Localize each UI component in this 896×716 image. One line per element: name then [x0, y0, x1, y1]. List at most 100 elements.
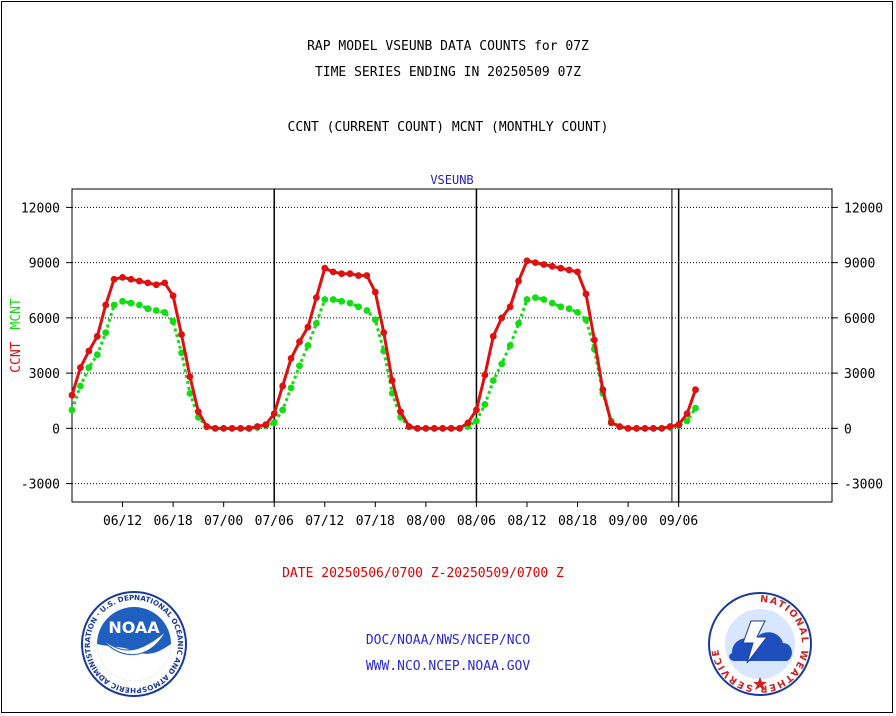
data-point-ccnt: [355, 272, 362, 279]
data-point-mcnt: [582, 316, 590, 324]
data-point-mcnt: [169, 318, 177, 325]
noaa-logo-text: NOAA: [108, 618, 160, 637]
y-tick-label-right: 12000: [844, 201, 883, 216]
data-point-ccnt: [321, 264, 329, 272]
data-point-ccnt: [338, 270, 346, 278]
data-point-ccnt: [237, 424, 244, 432]
data-point-ccnt: [346, 270, 354, 278]
data-point-ccnt: [388, 377, 396, 384]
x-tick-label: 07/00: [204, 514, 243, 529]
nws-logo[interactable]: NATIONAL WEATHER SERVICE: [707, 591, 813, 697]
data-point-ccnt: [245, 424, 253, 432]
data-point-ccnt: [203, 423, 211, 430]
y-axis-label: CCNT MCNT: [9, 298, 24, 373]
data-point-mcnt: [540, 296, 548, 303]
data-point-mcnt: [355, 303, 362, 311]
x-tick-label: 08/06: [457, 514, 496, 529]
data-point-mcnt: [93, 351, 101, 359]
data-point-mcnt: [304, 342, 312, 349]
footer-org[interactable]: DOC/NOAA/NWS/NCEP/NCO: [365, 633, 531, 648]
chart-title: VSEUNB: [430, 173, 473, 187]
data-point-ccnt: [262, 421, 270, 429]
x-tick-label: 07/06: [255, 514, 294, 529]
data-point-ccnt: [211, 424, 219, 432]
noaa-logo[interactable]: NATIONAL OCEANIC AND ATMOSPHERIC ADMINIS…: [80, 591, 188, 697]
data-point-ccnt: [590, 336, 598, 344]
data-point-mcnt: [186, 389, 194, 397]
series-mcnt: [68, 294, 699, 432]
data-point-ccnt: [186, 373, 194, 381]
data-point-mcnt: [110, 301, 118, 309]
data-point-mcnt: [371, 316, 379, 324]
y-tick-label-right: 0: [844, 422, 852, 437]
data-point-mcnt: [489, 377, 497, 384]
data-point-ccnt: [296, 338, 303, 346]
data-point-ccnt: [144, 279, 152, 287]
data-point-ccnt: [119, 273, 126, 281]
data-point-mcnt: [338, 297, 346, 305]
data-point-ccnt: [397, 408, 405, 416]
header-line-2: TIME SERIES ENDING IN 20250509 07Z: [314, 65, 582, 80]
data-point-mcnt: [532, 294, 539, 302]
data-point-mcnt: [523, 296, 531, 303]
y-tick-label-left: 9000: [29, 257, 60, 272]
data-point-ccnt: [447, 424, 455, 432]
data-point-ccnt: [548, 262, 556, 270]
data-point-mcnt: [296, 362, 303, 370]
data-point-ccnt: [405, 423, 413, 430]
data-point-ccnt: [228, 424, 236, 432]
data-point-mcnt: [85, 364, 93, 371]
data-point-ccnt: [582, 290, 590, 298]
y-tick-label-left: -3000: [21, 478, 60, 493]
data-point-mcnt: [473, 417, 480, 425]
data-point-mcnt: [557, 303, 565, 311]
data-point-mcnt: [68, 406, 76, 414]
data-point-mcnt: [329, 296, 337, 303]
x-tick-label: 06/18: [154, 514, 193, 529]
series-line-mcnt: [70, 296, 697, 430]
data-point-ccnt: [574, 268, 581, 276]
data-point-mcnt: [363, 307, 371, 314]
date-range: DATE 20250506/0700 Z-20250509/0700 Z: [282, 566, 564, 581]
data-point-ccnt: [515, 277, 522, 285]
data-point-ccnt: [633, 424, 640, 432]
data-point-ccnt: [624, 424, 632, 432]
data-point-ccnt: [430, 424, 438, 432]
y-tick-label-right: -3000: [844, 478, 883, 493]
data-point-ccnt: [481, 371, 489, 379]
data-point-mcnt: [692, 404, 699, 412]
data-point-mcnt: [144, 305, 152, 313]
data-point-ccnt: [136, 277, 143, 285]
data-point-ccnt: [161, 279, 169, 287]
data-point-mcnt: [136, 301, 143, 309]
footer-url[interactable]: WWW.NCO.NCEP.NOAA.GOV: [365, 659, 531, 674]
data-point-mcnt: [506, 342, 514, 349]
data-point-ccnt: [599, 386, 607, 394]
data-point-mcnt: [548, 299, 556, 307]
y-tick-label-left: 6000: [29, 312, 60, 327]
x-tick-label: 06/12: [103, 514, 142, 529]
data-point-ccnt: [692, 386, 699, 394]
data-point-ccnt: [93, 332, 101, 340]
data-point-ccnt: [607, 419, 615, 427]
header-line-1: RAP MODEL VSEUNB DATA COUNTS for 07Z: [307, 39, 589, 54]
data-point-ccnt: [641, 424, 649, 432]
data-point-mcnt: [119, 297, 126, 305]
data-point-mcnt: [279, 406, 287, 414]
x-tick-label: 09/00: [609, 514, 648, 529]
data-point-ccnt: [565, 266, 573, 274]
data-point-ccnt: [279, 382, 287, 390]
data-point-ccnt: [363, 272, 371, 279]
x-tick-label: 08/12: [507, 514, 546, 529]
data-point-mcnt: [515, 320, 522, 327]
data-point-ccnt: [304, 323, 312, 331]
y-tick-label-left: 3000: [29, 367, 60, 382]
data-point-ccnt: [152, 281, 160, 289]
data-point-mcnt: [270, 419, 278, 427]
plot-border: [71, 188, 833, 503]
y-tick-label-left: 0: [52, 422, 60, 437]
data-point-ccnt: [287, 354, 295, 362]
data-point-mcnt: [287, 384, 295, 392]
